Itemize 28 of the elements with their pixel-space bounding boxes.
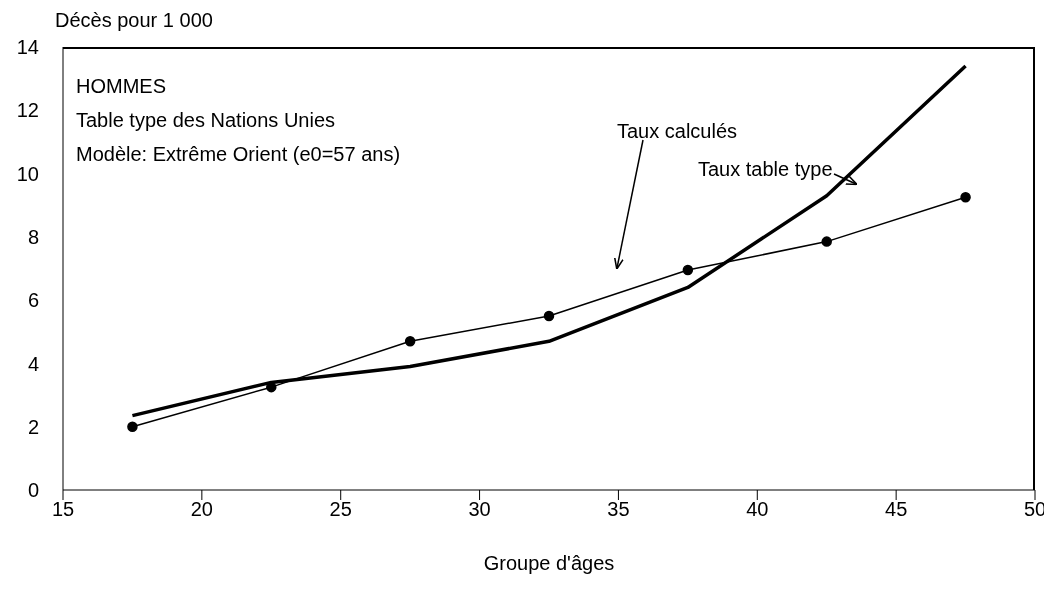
point [960, 192, 971, 203]
x-tick-label: 35 [607, 498, 630, 521]
x-tick-label: 20 [190, 498, 213, 521]
x-tick-label: 25 [329, 498, 352, 521]
x-axis-title: Groupe d'âges [483, 552, 615, 574]
annotation: Table type des Nations Unies [76, 108, 337, 133]
text: Taux calculés [617, 120, 738, 142]
point [404, 336, 416, 347]
x-tick-label: 30 [468, 498, 491, 521]
point [682, 264, 694, 276]
y-tick-label: 4 [27, 352, 39, 375]
y-tick-label: 8 [27, 225, 39, 248]
x-tick-label: 40 [746, 498, 769, 521]
point [821, 236, 832, 247]
y-tick-label: 14 [16, 36, 39, 59]
x-tick-label: 45 [885, 498, 908, 521]
y-tick-label: 0 [27, 479, 39, 502]
y-axis-title: Décès pour 1 000 [55, 8, 213, 32]
point [543, 310, 555, 322]
annotation: Modèle: Extrême Orient (e0=57 ans) [76, 142, 401, 167]
y-tick-label: 6 [27, 289, 39, 312]
point [127, 421, 138, 432]
y-tick-label: 2 [27, 415, 39, 438]
y-tick-label: 12 [16, 99, 39, 122]
x-tick-label: 15 [51, 498, 75, 521]
y-tick-label: 10 [16, 162, 39, 185]
annotation: HOMMES [76, 74, 167, 99]
legend-label: Taux table type [698, 158, 833, 180]
